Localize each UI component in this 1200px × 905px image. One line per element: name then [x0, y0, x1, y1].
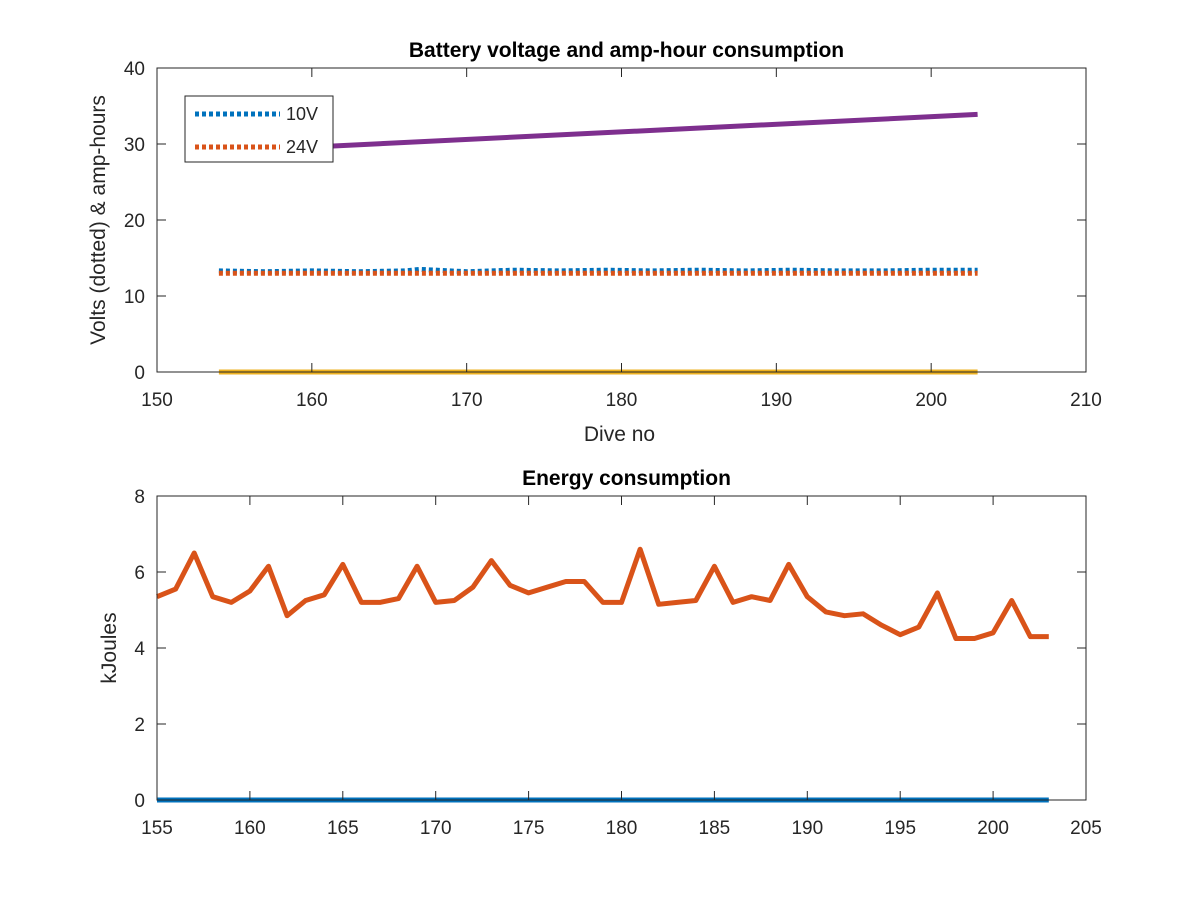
chart-title: Battery voltage and amp-hour consumption — [409, 39, 844, 62]
series-line-10v — [218, 266, 978, 275]
y-tick-label: 4 — [134, 639, 145, 660]
x-tick-label: 155 — [141, 818, 173, 839]
x-tick-label: 160 — [234, 818, 266, 839]
x-tick-label: 180 — [606, 390, 638, 411]
x-tick-label: 200 — [915, 390, 947, 411]
y-tick-label: 8 — [134, 487, 145, 508]
legend: 10V 24V — [184, 95, 334, 163]
y-tick-label: 2 — [134, 715, 145, 736]
series-line-4 — [218, 111, 978, 155]
y-axis-label: kJoules — [98, 612, 121, 683]
x-tick-label: 210 — [1070, 390, 1102, 411]
y-tick-label: 6 — [134, 563, 145, 584]
y-tick-label: 40 — [124, 59, 145, 80]
x-tick-label: 190 — [760, 390, 792, 411]
y-tick-label: 30 — [124, 135, 145, 156]
x-tick-label: 200 — [977, 818, 1009, 839]
x-tick-label: 165 — [327, 818, 359, 839]
y-tick-label: 20 — [124, 211, 145, 232]
x-tick-label: 195 — [884, 818, 916, 839]
series-line-2 — [156, 546, 1049, 641]
x-tick-label: 170 — [420, 818, 452, 839]
y-axis-label: Volts (dotted) & amp-hours — [87, 95, 110, 345]
x-tick-label: 150 — [141, 390, 173, 411]
legend-label: 10V — [286, 104, 318, 124]
x-tick-label: 160 — [296, 390, 328, 411]
x-tick-label: 180 — [606, 818, 638, 839]
x-tick-label: 185 — [699, 818, 731, 839]
x-axis-label: Dive no — [584, 423, 655, 446]
y-tick-label: 0 — [134, 363, 145, 384]
x-tick-label: 205 — [1070, 818, 1102, 839]
legend-box — [184, 95, 334, 163]
axes-battery-voltage: 150 160 170 180 190 200 210 0 10 20 30 40 Battery vo… — [87, 39, 1102, 446]
x-tick-label: 190 — [791, 818, 823, 839]
y-tick-label: 0 — [134, 791, 145, 812]
x-tick-label: 170 — [451, 390, 483, 411]
y-tick-label: 10 — [124, 287, 145, 308]
axes-box — [156, 495, 1087, 801]
axes-energy-consumption: 155 160 165 170 175 180 185 190 195 200 205 0 2 4 6 8 En… — [98, 467, 1102, 839]
chart-title: Energy consumption — [522, 467, 731, 490]
legend-label: 24V — [286, 137, 318, 157]
x-tick-label: 175 — [513, 818, 545, 839]
